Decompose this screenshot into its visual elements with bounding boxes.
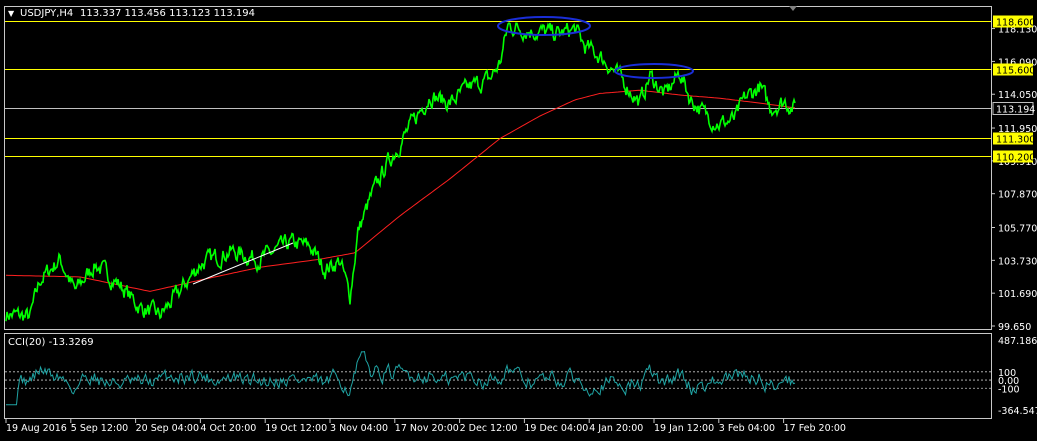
time-tick-label: 5 Sep 12:00 <box>71 423 128 434</box>
ohlc-values: 113.337 113.456 113.123 113.194 <box>80 8 255 19</box>
level-label-box <box>993 15 1033 28</box>
level-label-box <box>993 132 1033 145</box>
price-tick-label: 111.950 <box>998 124 1037 135</box>
price-tick-label: 107.870 <box>998 190 1037 201</box>
trend-line[interactable] <box>192 242 294 285</box>
level-label: 111.300 <box>996 135 1035 146</box>
time-tick-label: 19 Aug 2016 <box>6 423 67 434</box>
time-tick-label: 17 Feb 20:00 <box>784 423 846 434</box>
price-tick-label: 114.050 <box>998 90 1037 101</box>
level-label-box <box>993 63 1033 76</box>
cci-panel <box>4 333 992 419</box>
time-axis: 19 Aug 2016 5 Sep 12:00 20 Sep 04:00 4 Oct … <box>5 419 846 434</box>
time-tick-label: 19 Oct 12:00 <box>265 423 327 434</box>
cci-tick-label: 487.1863 <box>998 336 1037 347</box>
price-axis: 118.130116.090114.050111.950109.910107.8… <box>991 25 1037 333</box>
symbol-menu-icon[interactable]: ▼ <box>8 9 15 18</box>
price-tick-label: 99.650 <box>998 322 1031 333</box>
time-tick-label: 3 Feb 04:00 <box>719 423 775 434</box>
level-label: 113.194 <box>996 105 1035 116</box>
level-label: 110.200 <box>996 153 1035 164</box>
price-panel <box>4 6 992 330</box>
time-tick-label: 19 Jan 12:00 <box>654 423 714 434</box>
level-label-box <box>992 102 1034 115</box>
chart-shift-marker-icon[interactable] <box>789 6 797 11</box>
top-ellipse[interactable] <box>497 16 591 36</box>
horizontal-levels: 118.600 115.600 113.194 111.300 110.200 <box>5 15 1035 164</box>
cci-series <box>6 351 796 406</box>
price-tick-label: 103.730 <box>998 256 1037 267</box>
time-tick-label: 4 Oct 20:00 <box>200 423 256 434</box>
price-line <box>5 22 796 322</box>
price-tick-label: 105.770 <box>998 223 1037 234</box>
symbol-label: USDJPY,H4 <box>20 8 73 19</box>
cci-tick-label: -100 <box>998 384 1020 395</box>
cci-line <box>6 351 796 406</box>
level-label-box <box>993 150 1033 163</box>
time-tick-label: 3 Nov 04:00 <box>330 423 388 434</box>
time-tick-label: 4 Jan 20:00 <box>589 423 643 434</box>
time-tick-label: 20 Sep 04:00 <box>136 423 199 434</box>
price-tick-label: 101.690 <box>998 289 1037 300</box>
level-label: 118.600 <box>996 18 1035 29</box>
cci-tick-label: -364.5479 <box>998 406 1037 417</box>
cci-label: CCI(20) -13.3269 <box>8 337 94 348</box>
neckline-ellipse[interactable] <box>614 63 694 79</box>
time-tick-label: 19 Dec 04:00 <box>524 423 588 434</box>
cci-tick-label: 0.00 <box>998 376 1019 387</box>
level-label: 115.600 <box>996 66 1035 77</box>
cci-tick-label: 100 <box>998 368 1016 379</box>
price-series <box>5 22 796 322</box>
time-tick-label: 17 Nov 20:00 <box>395 423 459 434</box>
time-tick-label: 2 Dec 12:00 <box>460 423 518 434</box>
price-tick-label: 116.090 <box>998 57 1037 68</box>
price-tick-label: 118.130 <box>998 25 1037 36</box>
